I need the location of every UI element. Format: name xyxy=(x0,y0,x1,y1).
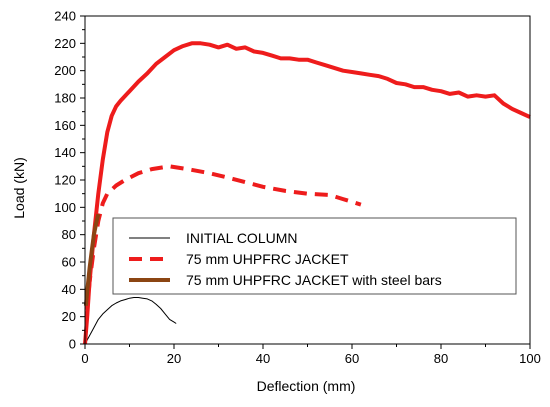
y-tick-label: 120 xyxy=(54,173,76,188)
legend-box xyxy=(112,217,517,295)
x-tick-label: 20 xyxy=(167,351,181,366)
y-tick-label: 20 xyxy=(62,309,76,324)
x-tick-label: 60 xyxy=(345,351,359,366)
legend-label-initial-column: INITIAL COLUMN xyxy=(186,230,298,246)
y-tick-label: 40 xyxy=(62,282,76,297)
y-tick-label: 240 xyxy=(54,9,76,24)
x-tick-label: 100 xyxy=(519,351,541,366)
series-line-0 xyxy=(84,297,177,345)
axes-layer: 0 20 40 60 80 100 0 20 40 60 80 100 120 140 160 180 200 2… xyxy=(54,9,541,367)
y-tick-label: 200 xyxy=(54,63,76,78)
x-axis-title: Deflection (mm) xyxy=(257,378,356,394)
y-tick-label: 60 xyxy=(62,255,76,270)
y-tick-label: 220 xyxy=(54,36,76,51)
legend-label-uhpfrc-jacket: 75 mm UHPFRC JACKET xyxy=(186,251,349,267)
data-layer xyxy=(83,41,531,345)
y-tick-label: 180 xyxy=(54,91,76,106)
legend: INITIAL COLUMN 75 mm UHPFRC JACKET 75 mm… xyxy=(112,217,517,295)
series-line-2 xyxy=(83,213,101,306)
x-tick-label: 0 xyxy=(81,351,88,366)
legend-label-uhpfrc-jacket-steel-bars: 75 mm UHPFRC JACKET with steel bars xyxy=(186,272,442,288)
x-tick-label: 80 xyxy=(434,351,448,366)
y-tick-label: 140 xyxy=(54,145,76,160)
series-line-3 xyxy=(83,41,531,345)
y-tick-label: 0 xyxy=(69,337,76,352)
y-tick-label: 160 xyxy=(54,118,76,133)
y-tick-label: 100 xyxy=(54,200,76,215)
x-tick-label: 40 xyxy=(256,351,270,366)
y-tick-label: 80 xyxy=(62,227,76,242)
y-axis-title: Load (kN) xyxy=(11,157,27,218)
